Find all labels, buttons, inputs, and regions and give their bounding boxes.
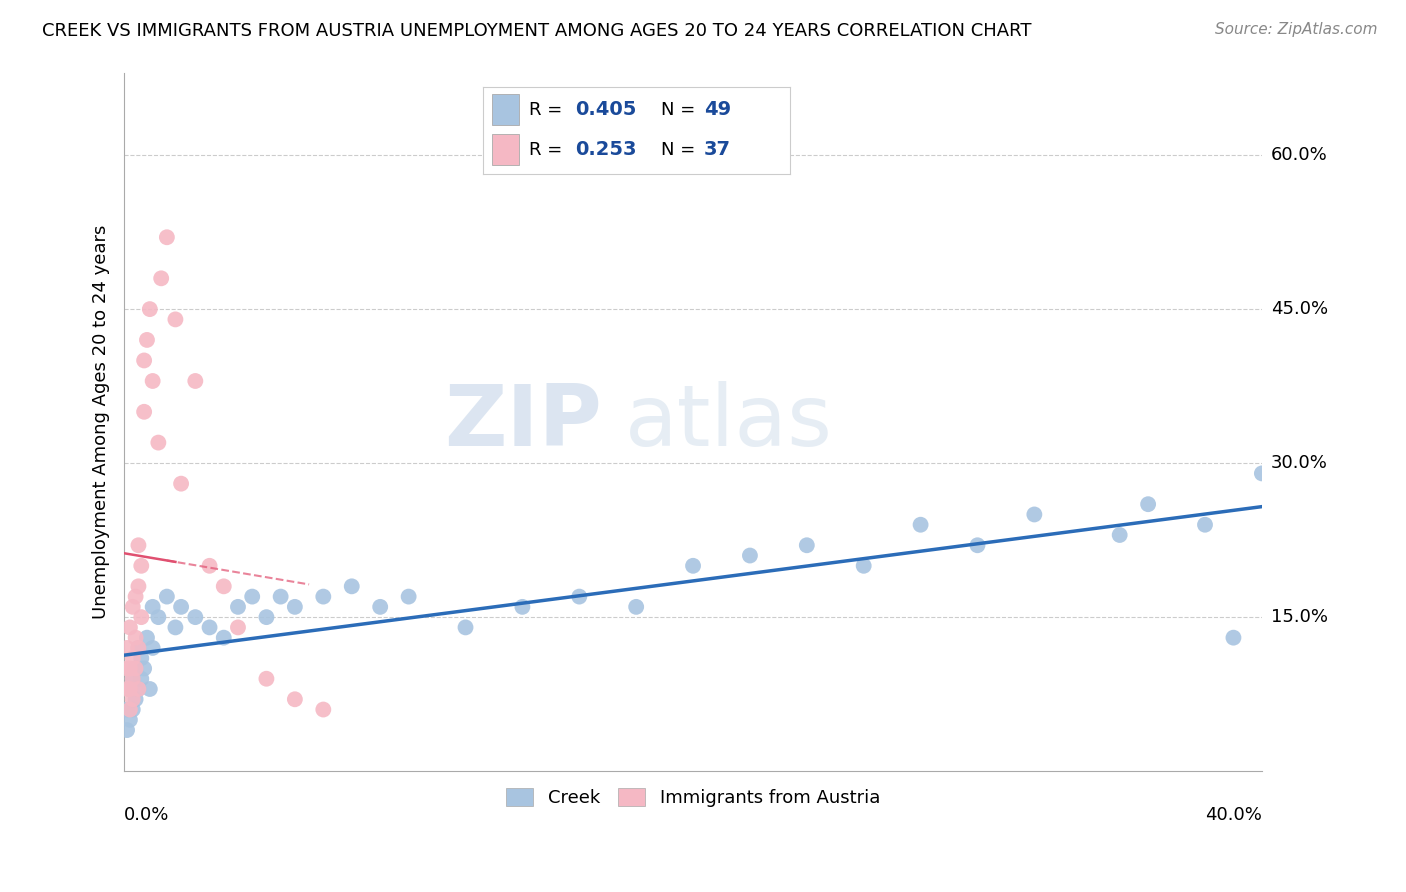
- Text: Source: ZipAtlas.com: Source: ZipAtlas.com: [1215, 22, 1378, 37]
- Point: [150, 271, 173, 285]
- Point: [142, 374, 165, 388]
- Point: [124, 590, 146, 604]
- Point: [796, 538, 818, 552]
- Point: [121, 702, 143, 716]
- Point: [121, 651, 143, 665]
- Point: [118, 661, 141, 675]
- Point: [270, 590, 292, 604]
- Point: [129, 610, 152, 624]
- Point: [124, 661, 146, 675]
- Text: ZIP: ZIP: [444, 381, 602, 464]
- Point: [136, 333, 159, 347]
- Point: [284, 692, 307, 706]
- Point: [139, 681, 162, 696]
- Point: [134, 405, 156, 419]
- Point: [254, 610, 277, 624]
- Y-axis label: Unemployment Among Ages 20 to 24 years: Unemployment Among Ages 20 to 24 years: [93, 225, 110, 619]
- Point: [118, 713, 141, 727]
- Point: [226, 599, 249, 614]
- Point: [129, 672, 152, 686]
- Point: [142, 599, 165, 614]
- Point: [115, 681, 138, 696]
- Point: [129, 558, 152, 573]
- Point: [142, 640, 165, 655]
- Point: [284, 599, 307, 614]
- Point: [1251, 467, 1274, 481]
- Point: [115, 661, 138, 675]
- Text: 60.0%: 60.0%: [1271, 146, 1327, 164]
- Point: [184, 374, 207, 388]
- Point: [170, 476, 193, 491]
- Point: [226, 620, 249, 634]
- Point: [368, 599, 391, 614]
- Point: [127, 579, 149, 593]
- Legend: Creek, Immigrants from Austria: Creek, Immigrants from Austria: [499, 780, 887, 814]
- Point: [118, 702, 141, 716]
- Point: [148, 610, 170, 624]
- Point: [129, 651, 152, 665]
- Point: [1108, 528, 1130, 542]
- Point: [134, 353, 156, 368]
- Point: [139, 302, 162, 317]
- Point: [115, 702, 138, 716]
- Point: [165, 620, 187, 634]
- Point: [127, 681, 149, 696]
- Point: [198, 558, 221, 573]
- Text: atlas: atlas: [624, 381, 832, 464]
- Point: [512, 599, 534, 614]
- Point: [121, 692, 143, 706]
- Point: [340, 579, 363, 593]
- Text: 40.0%: 40.0%: [1205, 806, 1263, 824]
- Point: [136, 631, 159, 645]
- Text: 0.0%: 0.0%: [124, 806, 170, 824]
- Point: [212, 631, 235, 645]
- Point: [124, 661, 146, 675]
- Point: [312, 702, 335, 716]
- Point: [118, 620, 141, 634]
- Point: [910, 517, 932, 532]
- Point: [115, 640, 138, 655]
- Point: [852, 558, 875, 573]
- Point: [121, 672, 143, 686]
- Point: [156, 590, 179, 604]
- Point: [212, 579, 235, 593]
- Point: [170, 599, 193, 614]
- Point: [124, 692, 146, 706]
- Text: 45.0%: 45.0%: [1271, 300, 1329, 318]
- Point: [398, 590, 420, 604]
- Point: [165, 312, 187, 326]
- Point: [118, 681, 141, 696]
- Point: [184, 610, 207, 624]
- Point: [127, 538, 149, 552]
- Point: [624, 599, 647, 614]
- Point: [738, 549, 761, 563]
- Text: 30.0%: 30.0%: [1271, 454, 1327, 472]
- Point: [124, 631, 146, 645]
- Point: [127, 640, 149, 655]
- Point: [1194, 517, 1216, 532]
- Text: CREEK VS IMMIGRANTS FROM AUSTRIA UNEMPLOYMENT AMONG AGES 20 TO 24 YEARS CORRELAT: CREEK VS IMMIGRANTS FROM AUSTRIA UNEMPLO…: [42, 22, 1032, 40]
- Point: [127, 681, 149, 696]
- Point: [134, 661, 156, 675]
- Point: [198, 620, 221, 634]
- Point: [115, 723, 138, 737]
- Point: [156, 230, 179, 244]
- Point: [240, 590, 263, 604]
- Point: [1222, 631, 1244, 645]
- Point: [966, 538, 988, 552]
- Text: 15.0%: 15.0%: [1271, 608, 1329, 626]
- Point: [148, 435, 170, 450]
- Point: [1024, 508, 1046, 522]
- Point: [454, 620, 477, 634]
- Point: [118, 681, 141, 696]
- Point: [121, 672, 143, 686]
- Point: [254, 672, 277, 686]
- Point: [127, 640, 149, 655]
- Point: [121, 599, 143, 614]
- Point: [682, 558, 704, 573]
- Point: [1137, 497, 1160, 511]
- Point: [568, 590, 591, 604]
- Point: [312, 590, 335, 604]
